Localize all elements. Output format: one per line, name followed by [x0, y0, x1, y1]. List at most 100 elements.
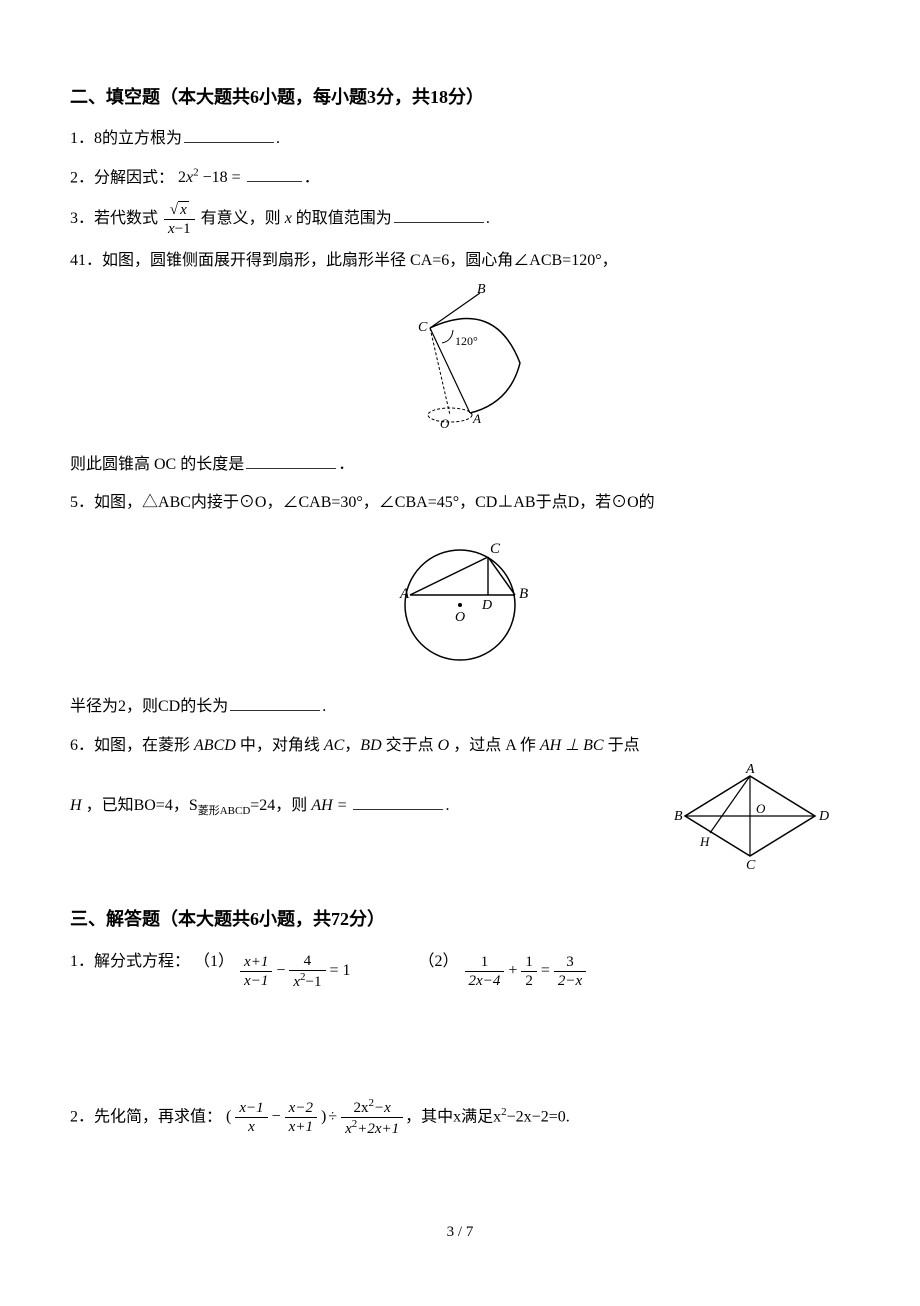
abcd: ABCD	[194, 737, 236, 754]
q2-5-line2: 半径为2，则CD的长为	[70, 698, 228, 715]
minus: −	[276, 956, 285, 986]
q2-4-num: 41．	[70, 252, 102, 269]
q3-2: 2．先化简，再求值： ( x−1x − x−2x+1 ) ÷ 2x2−x x2+…	[70, 1097, 850, 1138]
frac-den-x: x	[168, 221, 175, 237]
f-num: 1	[465, 953, 505, 972]
q2-1: 1．8的立方根为.	[70, 124, 850, 154]
q3-2-expr: ( x−1x − x−2x+1 ) ÷ 2x2−x x2+2x+1	[226, 1097, 405, 1138]
q2-5-tail: .	[322, 698, 326, 715]
blank	[230, 694, 320, 711]
f-den: x−1	[240, 972, 272, 990]
q2-3-text-b: 有意义，则	[201, 210, 281, 227]
svg-text:C: C	[418, 320, 428, 335]
q2-3-text-a: 若代数式	[94, 210, 158, 227]
q3-2-tail-a: ，其中x满足x	[405, 1108, 501, 1125]
q3-1-text: 解分式方程：	[94, 953, 190, 970]
f-num: 1	[521, 953, 537, 972]
q2-3-tail: .	[486, 210, 490, 227]
page-footer: 3 / 7	[70, 1218, 850, 1247]
frac-den-n: −1	[175, 221, 191, 237]
bd: BD	[360, 737, 381, 754]
q2-3-num: 3．	[70, 210, 94, 227]
svg-text:B: B	[519, 586, 528, 602]
q2-2-text: 分解因式：	[94, 169, 174, 186]
q2-5-num: 5．	[70, 494, 94, 511]
q2-6-num: 6．	[70, 737, 94, 754]
q2-2-expr: 2x2 −18 =	[178, 169, 241, 186]
plus: +	[508, 956, 517, 986]
section2-title: 二、填空题（本大题共6小题，每小题3分，共18分）	[70, 80, 850, 114]
p1-eq: x+1x−1 − 4x2−1 = 1	[238, 952, 350, 991]
eq: = 1	[330, 956, 351, 986]
rhombus-figure: A B C D O H	[650, 761, 850, 882]
expr-sup: 2	[193, 167, 199, 179]
section3-title: 三、解答题（本大题共6小题，共72分）	[70, 902, 850, 936]
f-den: x+1	[285, 1118, 317, 1136]
p2-eq: 12x−4 + 12 = 32−x	[463, 953, 589, 990]
ah: AH =	[311, 797, 347, 814]
svg-text:A: A	[399, 586, 410, 602]
q2-6-tail: .	[445, 797, 449, 814]
q2-1-tail: .	[276, 130, 280, 147]
f-den-a: x	[345, 1121, 352, 1137]
f-num: 4	[289, 952, 325, 971]
f-den-b: +2x+1	[357, 1121, 399, 1137]
blank	[247, 165, 302, 182]
f-num: x−1	[235, 1099, 267, 1118]
f-den-n: −1	[306, 974, 322, 990]
blank	[394, 206, 484, 223]
q3-1-num: 1．	[70, 953, 94, 970]
q2-6-l2a: ，已知BO=4，S	[86, 797, 198, 814]
comma: ，	[344, 737, 360, 754]
h: H	[70, 797, 82, 814]
q2-6-l1d: ，过点 A 作	[453, 737, 536, 754]
q2-1-num: 1．	[70, 130, 94, 147]
ah-perp: AH ⊥ BC	[540, 737, 604, 754]
q2-3-frac: x x−1	[164, 201, 195, 238]
f-num: x−2	[285, 1099, 317, 1118]
q2-3: 3．若代数式 x x−1 有意义，则 x 的取值范围为.	[70, 201, 850, 238]
q2-2: 2．分解因式： 2x2 −18 = ．	[70, 163, 850, 194]
svg-text:120°: 120°	[455, 334, 478, 348]
q2-6-l2b: =24，则	[250, 797, 307, 814]
q3-1: 1．解分式方程： （1） x+1x−1 − 4x2−1 = 1 （2） 12x−…	[70, 947, 850, 991]
paren-close: )	[321, 1102, 326, 1132]
q2-6: 6．如图，在菱形 ABCD 中，对角线 AC，BD 交于点 O ，过点 A 作 …	[70, 731, 850, 883]
q2-5-line1: 如图，△ABC内接于⊙O，∠CAB=30°，∠CBA=45°，CD⊥AB于点D，…	[94, 494, 655, 511]
q2-1-text: 8的立方根为	[94, 130, 182, 147]
q2-4-tail: ．	[338, 456, 354, 473]
paren-open: (	[226, 1102, 231, 1132]
q2-6-l1a: 如图，在菱形	[94, 737, 190, 754]
svg-text:D: D	[818, 809, 829, 824]
svg-text:O: O	[440, 416, 450, 431]
q3-2-num: 2．	[70, 1108, 94, 1125]
minus: −	[272, 1102, 281, 1132]
svg-text:D: D	[481, 598, 492, 613]
q3-2-text: 先化简，再求值：	[94, 1108, 222, 1125]
f-num: x+1	[240, 953, 272, 972]
svg-text:H: H	[699, 834, 710, 849]
cone-figure: B C O A 120°	[70, 283, 850, 444]
f-num-a: 2x	[353, 1100, 368, 1116]
p2-label: （2）	[419, 953, 459, 970]
f-num: 3	[554, 953, 586, 972]
blank	[353, 793, 443, 810]
q2-4-line2: 则此圆锥高 OC 的长度是	[70, 456, 244, 473]
q2-6-l1e: 于点	[608, 737, 640, 754]
q3-2-tail-b: −2x−2=0.	[507, 1108, 570, 1125]
q2-3-text-c: 的取值范围为	[296, 210, 392, 227]
expr-mid: −18 =	[203, 169, 241, 186]
q2-4: 41．如图，圆锥侧面展开得到扇形，此扇形半径 CA=6，圆心角∠ACB=120°…	[70, 246, 850, 480]
f-den: x	[235, 1118, 267, 1136]
f-den: 2	[521, 972, 537, 990]
q2-2-num: 2．	[70, 169, 94, 186]
ac: AC	[324, 737, 344, 754]
q2-5: 5．如图，△ABC内接于⊙O，∠CAB=30°，∠CBA=45°，CD⊥AB于点…	[70, 488, 850, 722]
blank	[184, 126, 274, 143]
svg-text:C: C	[490, 541, 501, 557]
q2-2-tail: ．	[304, 169, 320, 186]
svg-text:O: O	[756, 801, 766, 816]
eq: =	[541, 956, 550, 986]
q2-4-line1: 如图，圆锥侧面展开得到扇形，此扇形半径 CA=6，圆心角∠ACB=120°，	[102, 252, 618, 269]
svg-text:B: B	[477, 283, 486, 297]
